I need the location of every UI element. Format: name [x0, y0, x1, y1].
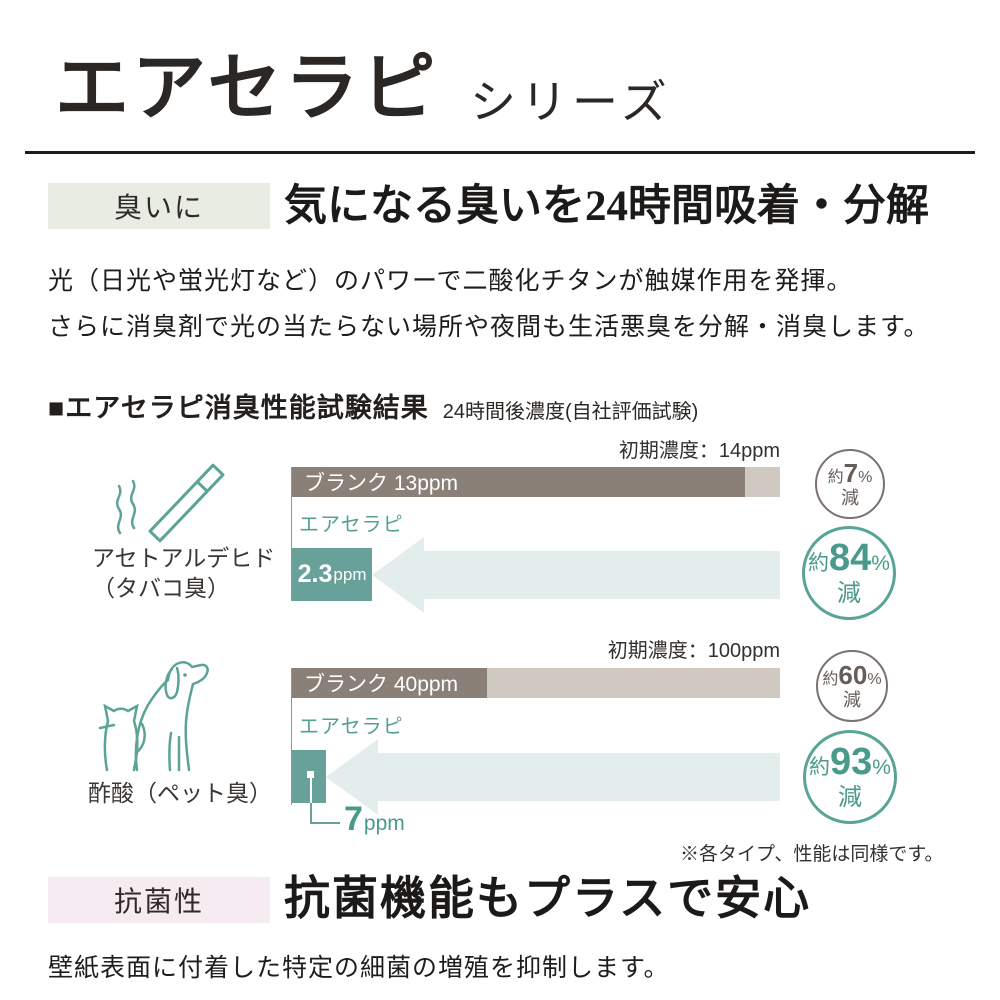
product-unit-1: ppm — [333, 564, 367, 584]
callout-unit: ppm — [363, 812, 405, 835]
reduction-badge-product-2: 約 93 % 減 — [803, 730, 897, 824]
reduction-badge-product-1: 約 84 % 減 — [802, 526, 896, 620]
blank-bar-label-1: ブランク 13ppm — [304, 472, 459, 495]
reduction-prefix: 約 — [809, 756, 831, 780]
results-subtitle: 24時間後濃度(自社評価試験) — [442, 401, 699, 423]
reduction-value: 60 — [838, 660, 868, 691]
title-divider — [25, 151, 975, 154]
odor-body-line-2: さらに消臭剤で光の当たらない場所や夜間も生活悪臭を分解・消臭します。 — [48, 314, 930, 341]
reduction-word: 減 — [843, 689, 861, 710]
antibacterial-badge: 抗菌性 — [48, 877, 270, 923]
arrow-body — [424, 550, 780, 599]
odor-badge: 臭いに — [48, 183, 270, 229]
results-title: ■エアセラピ消臭性能試験結果 — [48, 393, 429, 423]
results-footnote: ※各タイプ、性能は同様です。 — [680, 844, 944, 865]
substance-label-acetaldehyde: アセトアルデヒド （タバコ臭） — [92, 543, 275, 603]
odor-body-line-1: 光（日光や蛍光灯など）のパワーで二酸化チタンが触媒作用を発揮。 — [48, 268, 853, 295]
reduction-badge-blank-2: 約 60 % 減 — [816, 650, 888, 722]
blank-bar-track-1: ブランク 13ppm — [292, 467, 780, 497]
reduction-unit: % — [872, 756, 891, 780]
arrow-head-icon — [372, 536, 425, 613]
reduction-unit: % — [867, 671, 882, 689]
substance-label-acetic-acid: 酢酸（ペット臭） — [88, 780, 272, 806]
reduction-arrow-2 — [326, 738, 780, 815]
chart-axis-2 — [291, 668, 292, 805]
cigarette-icon — [100, 458, 235, 591]
blank-bar-label-2: ブランク 40ppm — [304, 673, 459, 696]
reduction-prefix: 約 — [827, 469, 844, 487]
series-label-2: エアセラピ — [299, 716, 404, 738]
reduction-value: 7 — [843, 458, 859, 489]
antibacterial-heading: 抗菌機能もプラスで安心 — [284, 873, 812, 924]
reduction-unit: % — [871, 552, 890, 576]
initial-concentration-label-2: 初期濃度：100ppm — [607, 640, 780, 662]
product-row-2 — [292, 738, 780, 815]
reduction-prefix: 約 — [808, 552, 830, 576]
reduction-value: 93 — [830, 741, 873, 784]
reduction-value: 84 — [829, 537, 872, 580]
blank-bar-track-2: ブランク 40ppm — [292, 668, 780, 698]
reduction-arrow-1 — [372, 536, 780, 613]
callout-line-white — [310, 778, 312, 803]
results-title-row: ■エアセラピ消臭性能試験結果 24時間後濃度(自社評価試験) — [48, 386, 698, 425]
page-title: エアセラピ — [55, 46, 439, 129]
series-label-1: エアセラピ — [299, 514, 404, 536]
callout-value: 7 — [344, 800, 363, 838]
blank-bar-1: ブランク 13ppm — [292, 467, 746, 497]
product-value-callout-2: 7 ppm — [344, 800, 405, 838]
antibacterial-body: 壁紙表面に付着した特定の細菌の増殖を抑制します。 — [48, 955, 670, 982]
reduction-prefix: 約 — [822, 671, 839, 689]
callout-dot — [307, 771, 314, 778]
dog-cat-icon — [95, 658, 220, 778]
product-bar-1: 2.3 ppm — [292, 548, 373, 601]
arrow-head-icon — [326, 738, 379, 815]
product-row-1: 2.3 ppm — [292, 536, 780, 613]
initial-concentration-label-1: 初期濃度：14ppm — [618, 440, 780, 462]
product-value-1: 2.3 — [297, 560, 333, 588]
callout-line-vertical — [310, 803, 312, 824]
blank-bar-2: ブランク 40ppm — [292, 668, 488, 698]
substance-note: （タバコ臭） — [92, 575, 230, 601]
odor-heading: 気になる臭いを24時間吸着・分解 — [284, 183, 929, 230]
callout-line-horizontal — [310, 822, 340, 824]
reduction-word: 減 — [841, 487, 859, 508]
reduction-word: 減 — [838, 784, 862, 812]
reduction-word: 減 — [837, 580, 861, 608]
substance-name: アセトアルデヒド — [92, 545, 276, 571]
reduction-unit: % — [858, 469, 873, 487]
chart-axis-1 — [291, 467, 292, 601]
arrow-body — [378, 752, 780, 801]
page-title-series: シリーズ — [470, 76, 672, 128]
reduction-badge-blank-1: 約 7 % 減 — [815, 449, 885, 519]
